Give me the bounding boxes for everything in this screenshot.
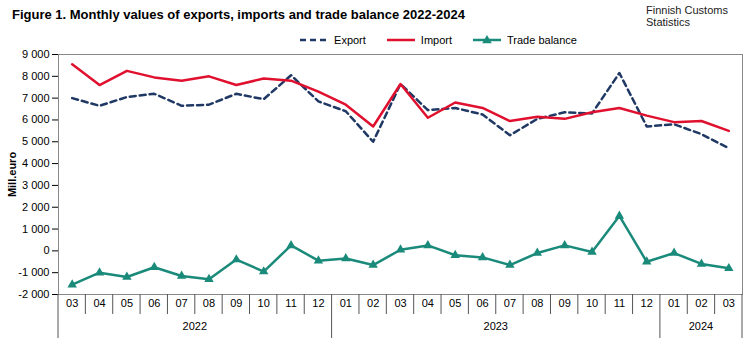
svg-text:07: 07 (504, 297, 516, 309)
svg-text:04: 04 (93, 297, 105, 309)
svg-text:2022: 2022 (183, 320, 207, 332)
svg-text:0: 0 (43, 244, 49, 256)
svg-text:7 000: 7 000 (22, 92, 50, 104)
html-text:Figure 1. Monthly values of ex: Figure 1. Monthly values of exports, imp… (12, 7, 465, 22)
svg-text:1 000: 1 000 (22, 223, 50, 235)
svg-text:08: 08 (203, 297, 215, 309)
svg-text:05: 05 (121, 297, 133, 309)
html-text:Finnish Customs Statistics: Finnish Customs Statistics (646, 4, 728, 28)
svg-text:02: 02 (695, 297, 707, 309)
svg-text:5 000: 5 000 (22, 135, 50, 147)
svg-text:03: 03 (723, 297, 735, 309)
svg-text:08: 08 (531, 297, 543, 309)
svg-text:03: 03 (394, 297, 406, 309)
html-text:Import: Import (420, 34, 452, 46)
svg-text:2 000: 2 000 (22, 201, 50, 213)
svg-text:-2 000: -2 000 (18, 288, 49, 300)
svg-text:10: 10 (586, 297, 598, 309)
html-text:Export: Export (334, 34, 366, 46)
svg-text:09: 09 (230, 297, 242, 309)
svg-text:11: 11 (285, 297, 296, 309)
svg-text:07: 07 (175, 297, 187, 309)
svg-text:9 000: 9 000 (22, 48, 50, 60)
svg-text:04: 04 (422, 297, 434, 309)
svg-text:06: 06 (148, 297, 160, 309)
svg-text:10: 10 (258, 297, 270, 309)
svg-text:12: 12 (641, 297, 653, 309)
svg-text:03: 03 (66, 297, 78, 309)
svg-text:8 000: 8 000 (22, 70, 50, 82)
svg-text:06: 06 (476, 297, 488, 309)
svg-text:Mill.euro: Mill.euro (6, 152, 18, 198)
svg-text:09: 09 (559, 297, 571, 309)
svg-text:3 000: 3 000 (22, 179, 50, 191)
svg-text:2024: 2024 (689, 320, 713, 332)
svg-text:05: 05 (449, 297, 461, 309)
svg-text:6 000: 6 000 (22, 113, 50, 125)
svg-text:02: 02 (367, 297, 379, 309)
svg-text:01: 01 (340, 297, 352, 309)
svg-text:12: 12 (312, 297, 324, 309)
svg-text:01: 01 (668, 297, 680, 309)
svg-text:11: 11 (614, 297, 625, 309)
html-text:Trade balance: Trade balance (507, 34, 577, 46)
svg-text:-1 000: -1 000 (18, 266, 49, 278)
svg-text:2023: 2023 (484, 320, 508, 332)
svg-text:4 000: 4 000 (22, 157, 50, 169)
